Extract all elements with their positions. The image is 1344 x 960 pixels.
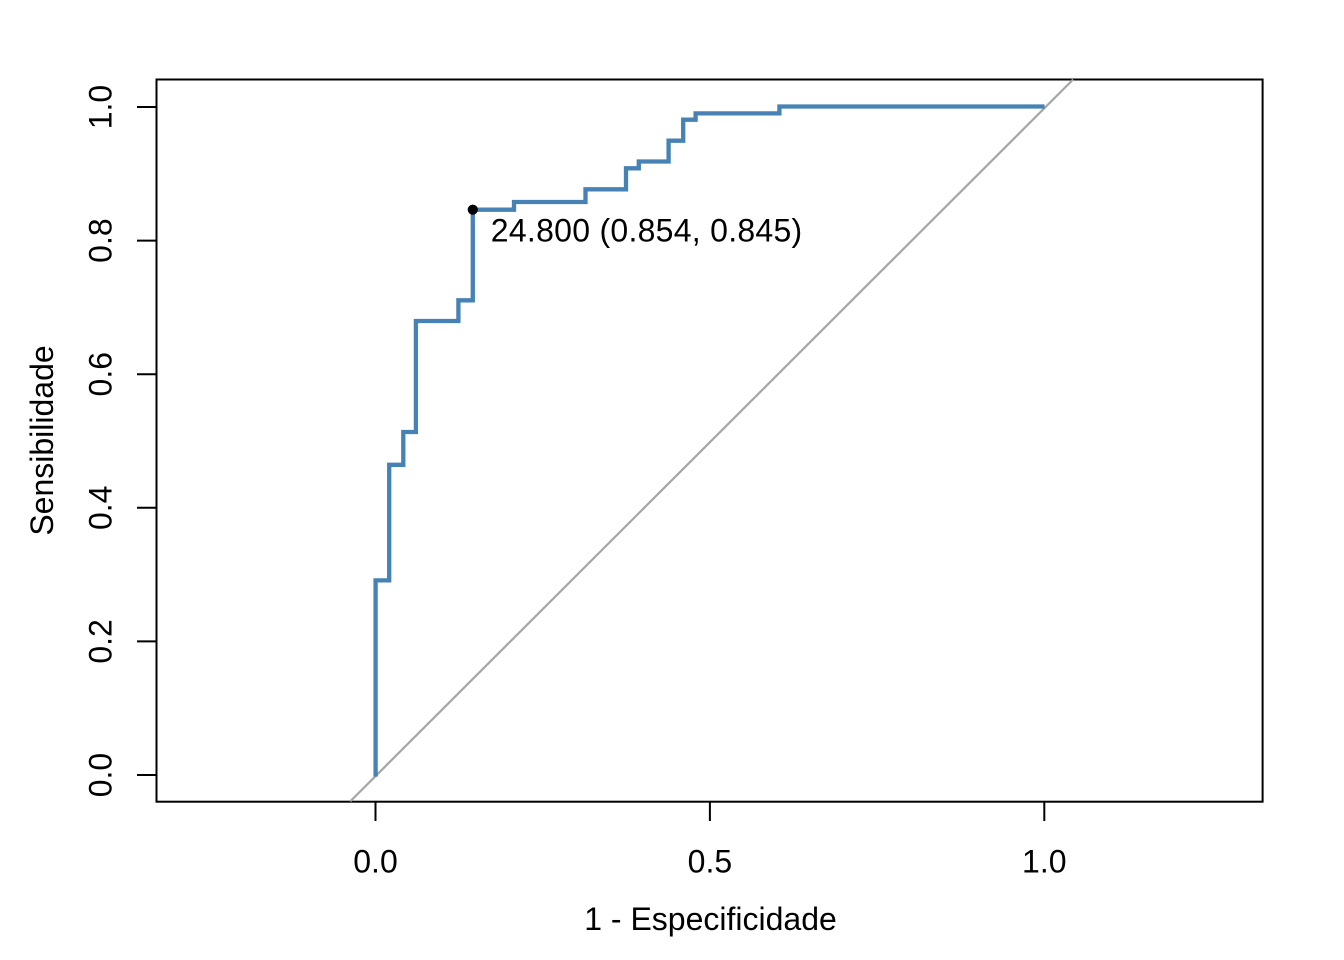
svg-text:0.0: 0.0 — [353, 844, 397, 880]
svg-text:0.0: 0.0 — [83, 753, 119, 797]
svg-text:0.6: 0.6 — [83, 352, 119, 396]
svg-text:Sensibilidade: Sensibilidade — [24, 345, 60, 535]
svg-text:1 - Especificidade: 1 - Especificidade — [584, 901, 837, 937]
svg-text:1.0: 1.0 — [83, 85, 119, 129]
svg-text:0.8: 0.8 — [83, 218, 119, 262]
svg-text:1.0: 1.0 — [1022, 844, 1066, 880]
svg-text:0.4: 0.4 — [83, 486, 119, 530]
svg-text:0.2: 0.2 — [83, 619, 119, 663]
svg-text:24.800 (0.854, 0.845): 24.800 (0.854, 0.845) — [491, 213, 803, 249]
svg-text:0.5: 0.5 — [688, 844, 732, 880]
